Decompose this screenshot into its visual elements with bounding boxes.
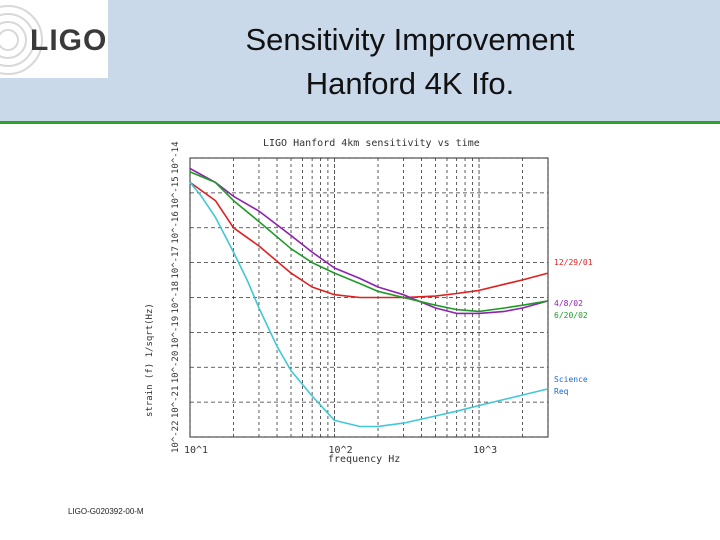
y-tick-label: 10^-18 — [171, 281, 181, 314]
logo-arcs-icon — [0, 5, 43, 75]
sensitivity-chart: LIGO Hanford 4km sensitivity vs time 10^… — [138, 132, 598, 467]
series-line-science-req — [189, 181, 549, 428]
legend-label: 4/8/02 — [554, 299, 583, 308]
x-tick-labels: 10^1 10^2 10^3 — [184, 445, 497, 456]
ligo-logo: LIGO — [0, 0, 108, 78]
series-line-4-8-02 — [189, 167, 549, 315]
y-tick-label: 10^-20 — [171, 351, 181, 384]
x-tick-label: 10^2 — [329, 445, 353, 456]
y-tick-label: 10^-17 — [171, 246, 181, 279]
chart-legend: 12/29/01 4/8/02 6/20/02 Science Req — [554, 258, 593, 396]
legend-label: Req — [554, 387, 569, 396]
y-axis-label: strain (f) 1/sqrt(Hz) — [145, 303, 155, 417]
legend-label: 6/20/02 — [554, 311, 588, 320]
series-line-12-29-01 — [189, 181, 549, 299]
x-tick-label: 10^1 — [184, 445, 208, 456]
slide-title-line2: Hanford 4K Ifo. — [305, 66, 515, 101]
chart-svg: LIGO Hanford 4km sensitivity vs time 10^… — [145, 138, 593, 465]
y-tick-label: 10^-19 — [171, 316, 181, 349]
header-divider — [0, 121, 720, 124]
y-tick-label: 10^-15 — [171, 176, 181, 209]
y-tick-label: 10^-14 — [171, 141, 181, 174]
chart-title: LIGO Hanford 4km sensitivity vs time — [263, 138, 480, 149]
y-tick-labels: 10^-14 10^-15 10^-16 10^-17 10^-18 10^-19 10^-… — [171, 141, 181, 453]
y-tick-label: 10^-21 — [171, 386, 181, 419]
y-tick-label: 10^-22 — [171, 420, 181, 453]
document-id: LIGO-G020392-00-M — [68, 507, 144, 516]
x-axis-label: frequency Hz — [328, 454, 400, 465]
logo-text: LIGO — [30, 24, 108, 57]
series-line-6-20-02 — [189, 171, 549, 313]
chart-grid — [189, 157, 549, 438]
y-tick-label: 10^-16 — [171, 211, 181, 244]
legend-label: 12/29/01 — [554, 258, 593, 267]
x-tick-label: 10^3 — [473, 445, 497, 456]
chart-series — [189, 167, 549, 428]
legend-label: Science — [554, 375, 588, 384]
header-band — [0, 0, 720, 122]
slide-title-line1: Sensitivity Improvement — [245, 22, 575, 57]
